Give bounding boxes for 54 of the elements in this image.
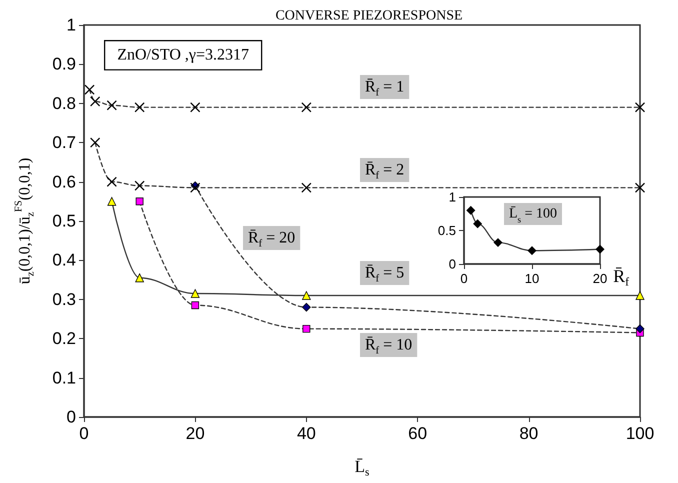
x-tick-label: 0 [460, 271, 468, 286]
y-tick-label: 0.3 [52, 290, 76, 309]
x-tick-label: 10 [524, 271, 540, 286]
y-tick-label: 0.1 [52, 368, 76, 388]
x-tick-label: 20 [186, 424, 205, 443]
point [302, 302, 311, 312]
point [84, 84, 95, 95]
y-tick-label: 0.2 [52, 329, 76, 348]
point [190, 289, 200, 298]
y-tick-label: 1 [448, 190, 456, 204]
y-tick-label: 1 [66, 16, 76, 34]
point [134, 102, 145, 112]
x-tick-label: 100 [626, 424, 654, 443]
x-tick-label: 20 [592, 271, 608, 286]
point [191, 301, 200, 310]
y-tick-label: 0.8 [52, 94, 76, 113]
point [494, 238, 502, 247]
y-tick-label: 0 [448, 256, 456, 272]
point [302, 291, 311, 300]
y-tick-label: 0.9 [52, 54, 76, 74]
x-tick-label: 40 [296, 424, 316, 443]
point [107, 197, 116, 206]
point [106, 176, 117, 187]
x-tick-label: 0 [79, 424, 89, 443]
chart-title: CONVERSE PIEZORESPONSE [275, 8, 463, 24]
annotation: ZnO/STO ,γ=3.2317 [117, 46, 250, 64]
y-tick-label: 0.5 [438, 223, 456, 238]
point [636, 291, 644, 300]
point [190, 102, 200, 112]
point [634, 182, 646, 193]
point [136, 198, 144, 206]
y-tick-label: 0.4 [52, 250, 76, 270]
y-tick-label: 0.7 [52, 133, 76, 152]
point [528, 246, 536, 255]
point [636, 324, 644, 334]
x-tick-label: 80 [519, 424, 538, 443]
point [134, 180, 145, 191]
point [90, 96, 100, 107]
point [634, 102, 646, 112]
point [90, 138, 100, 148]
y-axis-title: ūz(0,0,1)/ūzFS(0,0,1) [14, 158, 36, 284]
point [301, 102, 312, 112]
point [135, 273, 144, 282]
x-tick-label: 60 [408, 424, 428, 443]
y-tick-label: 0.5 [52, 212, 76, 230]
y-tick-label: 0.6 [52, 172, 76, 192]
point [596, 244, 604, 254]
point [301, 182, 312, 193]
y-tick-label: 0 [66, 408, 76, 426]
point [466, 206, 476, 215]
point [473, 219, 482, 228]
point [190, 182, 200, 193]
point [302, 324, 310, 333]
point [106, 100, 117, 110]
